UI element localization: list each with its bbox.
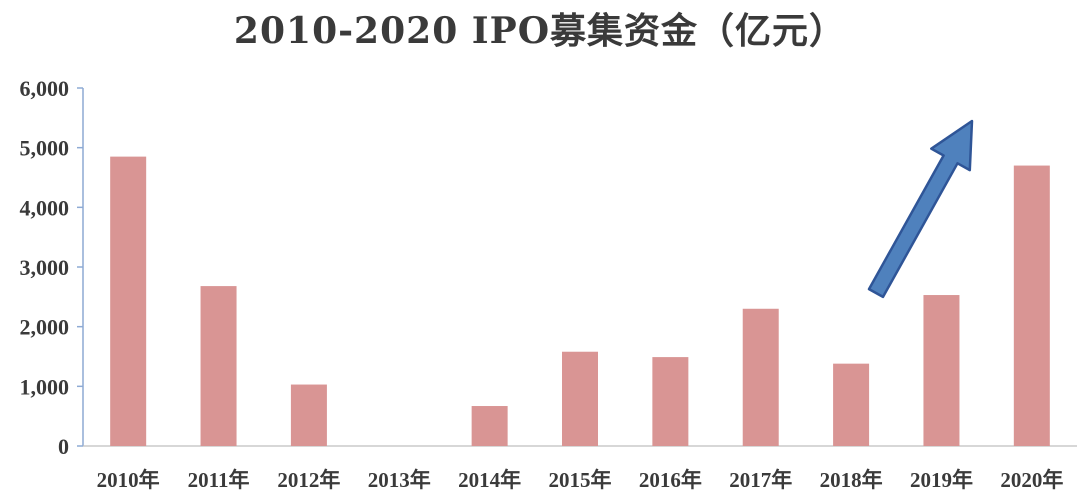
y-tick-label: 2,000	[20, 315, 70, 340]
bar	[1013, 165, 1050, 447]
x-tick-label: 2010年	[97, 468, 160, 492]
y-tick-label: 4,000	[20, 195, 70, 220]
x-tick-label: 2011年	[188, 468, 250, 492]
x-tick-label: 2015年	[549, 468, 612, 492]
bar	[290, 384, 327, 446]
y-tick-label: 5,000	[20, 136, 70, 161]
x-tick-label: 2020年	[1000, 468, 1063, 492]
bar	[200, 286, 237, 446]
bar	[833, 363, 870, 446]
bar	[652, 357, 689, 446]
chart-title: 2010-2020 IPO募集资金（亿元）	[233, 10, 847, 52]
x-tick-label: 2016年	[639, 468, 702, 492]
y-tick-label: 3,000	[20, 255, 70, 280]
y-tick-label: 6,000	[20, 76, 70, 101]
x-tick-label: 2014年	[458, 468, 521, 492]
bar	[471, 406, 508, 446]
x-tick-label: 2013年	[368, 468, 431, 492]
y-tick-label: 0	[58, 434, 69, 459]
x-tick-label: 2017年	[729, 468, 792, 492]
bar	[742, 308, 779, 446]
y-tick-label: 1,000	[20, 374, 70, 399]
bar	[562, 351, 598, 446]
x-tick-label: 2018年	[820, 468, 883, 492]
trend-arrow-icon	[867, 119, 974, 299]
bar	[110, 156, 147, 446]
bar	[923, 295, 960, 446]
x-tick-label: 2019年	[910, 468, 973, 492]
x-tick-label: 2012年	[277, 468, 340, 492]
